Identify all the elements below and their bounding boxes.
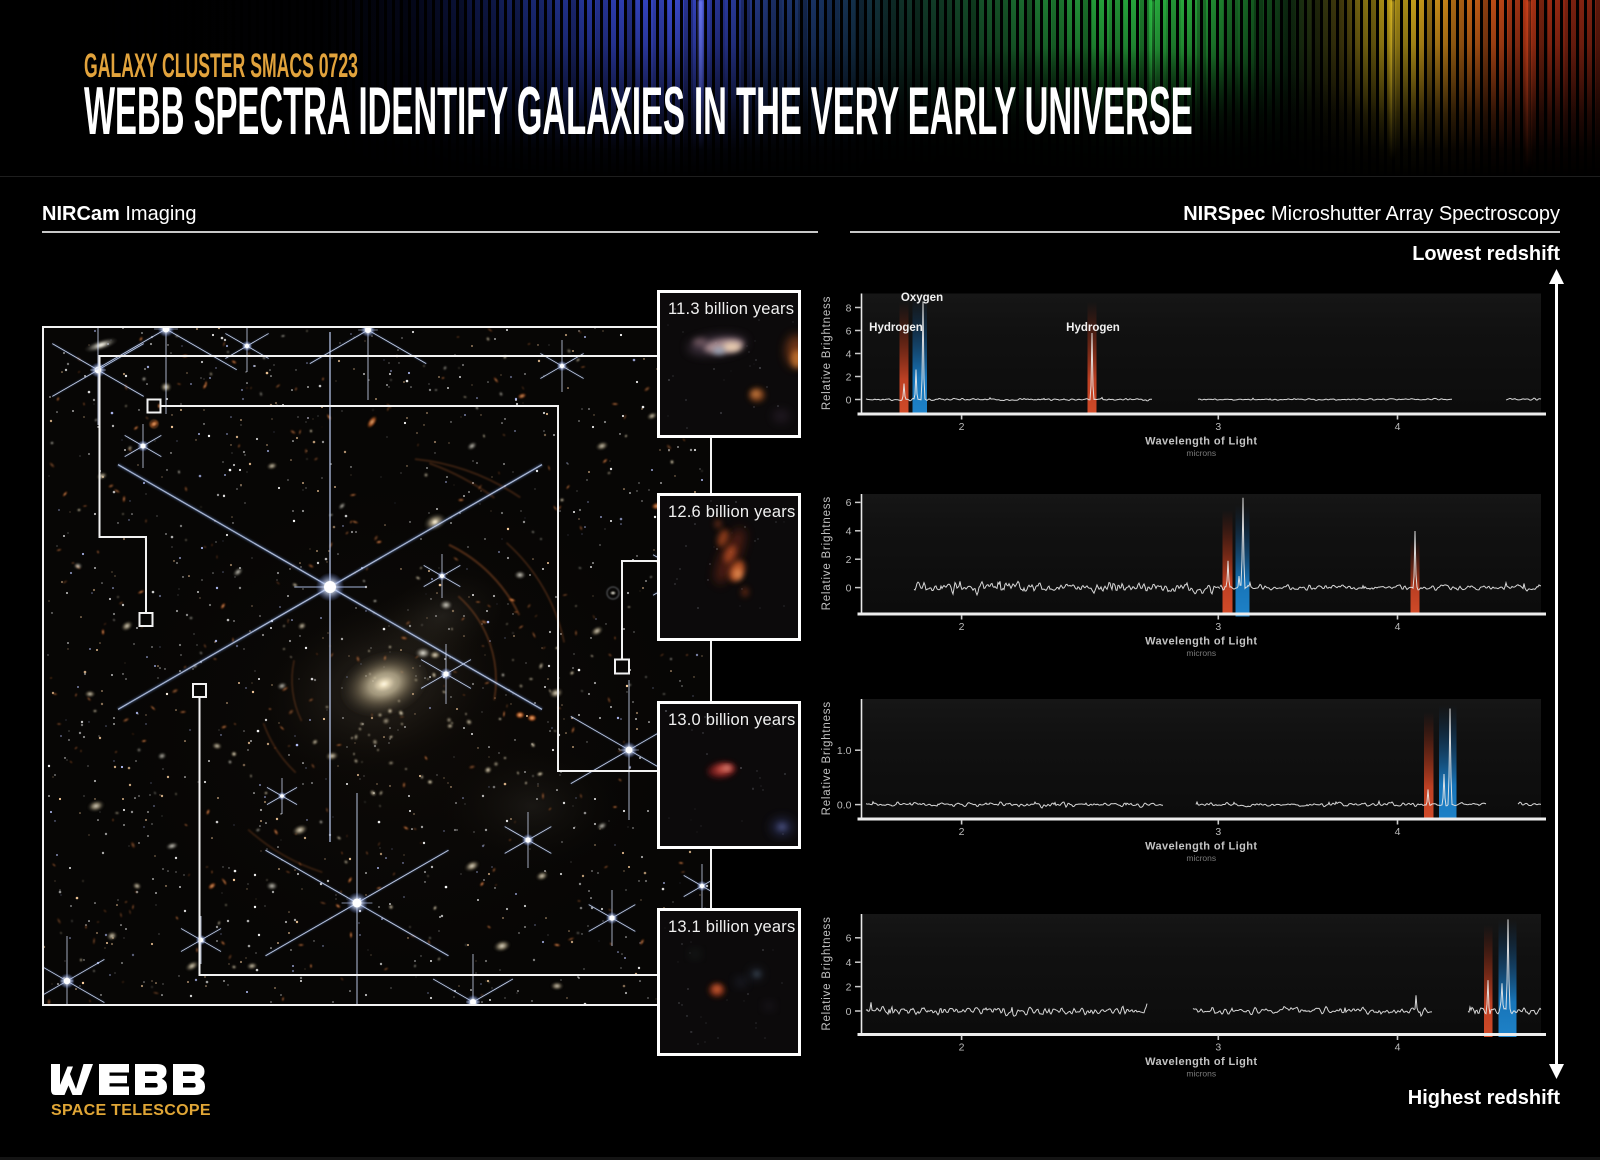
svg-text:6: 6 bbox=[846, 325, 852, 337]
svg-text:microns: microns bbox=[1186, 448, 1216, 458]
svg-text:microns: microns bbox=[1186, 1069, 1216, 1079]
svg-text:3: 3 bbox=[1215, 826, 1221, 838]
svg-text:6: 6 bbox=[846, 933, 852, 945]
svg-text:0: 0 bbox=[846, 394, 852, 406]
svg-text:2: 2 bbox=[959, 621, 965, 633]
svg-text:Hydrogen: Hydrogen bbox=[1066, 322, 1120, 334]
svg-text:microns: microns bbox=[1186, 853, 1216, 863]
svg-text:Wavelength of Light: Wavelength of Light bbox=[1145, 636, 1257, 648]
svg-text:2: 2 bbox=[846, 371, 852, 383]
svg-text:6: 6 bbox=[846, 497, 852, 509]
svg-text:3: 3 bbox=[1215, 1042, 1221, 1054]
svg-text:2: 2 bbox=[846, 554, 852, 566]
svg-text:4: 4 bbox=[1395, 621, 1401, 633]
svg-text:0: 0 bbox=[846, 1006, 852, 1018]
svg-text:Relative Brightness: Relative Brightness bbox=[821, 916, 833, 1030]
svg-text:2: 2 bbox=[846, 981, 852, 993]
svg-text:Relative Brightness: Relative Brightness bbox=[821, 701, 833, 815]
svg-text:Wavelength of Light: Wavelength of Light bbox=[1145, 1056, 1257, 1068]
svg-text:Wavelength of Light: Wavelength of Light bbox=[1145, 841, 1257, 853]
svg-text:4: 4 bbox=[846, 348, 852, 360]
svg-text:8: 8 bbox=[846, 302, 852, 314]
svg-text:4: 4 bbox=[846, 526, 852, 538]
svg-text:microns: microns bbox=[1186, 648, 1216, 658]
svg-text:2: 2 bbox=[959, 826, 965, 838]
svg-text:Hydrogen: Hydrogen bbox=[869, 322, 923, 334]
svg-text:3: 3 bbox=[1215, 421, 1221, 433]
svg-text:0.0: 0.0 bbox=[837, 799, 852, 811]
svg-text:Relative Brightness: Relative Brightness bbox=[821, 296, 833, 410]
svg-text:4: 4 bbox=[1395, 421, 1401, 433]
svg-text:1.0: 1.0 bbox=[837, 745, 852, 757]
svg-text:Oxygen: Oxygen bbox=[901, 292, 943, 304]
svg-text:Relative Brightness: Relative Brightness bbox=[821, 496, 833, 610]
svg-text:2: 2 bbox=[959, 1042, 965, 1054]
svg-text:2: 2 bbox=[959, 421, 965, 433]
svg-text:0: 0 bbox=[846, 582, 852, 594]
svg-text:Wavelength of Light: Wavelength of Light bbox=[1145, 436, 1257, 448]
svg-text:3: 3 bbox=[1215, 621, 1221, 633]
svg-text:4: 4 bbox=[1395, 1042, 1401, 1054]
svg-text:4: 4 bbox=[846, 957, 852, 969]
svg-text:4: 4 bbox=[1395, 826, 1401, 838]
